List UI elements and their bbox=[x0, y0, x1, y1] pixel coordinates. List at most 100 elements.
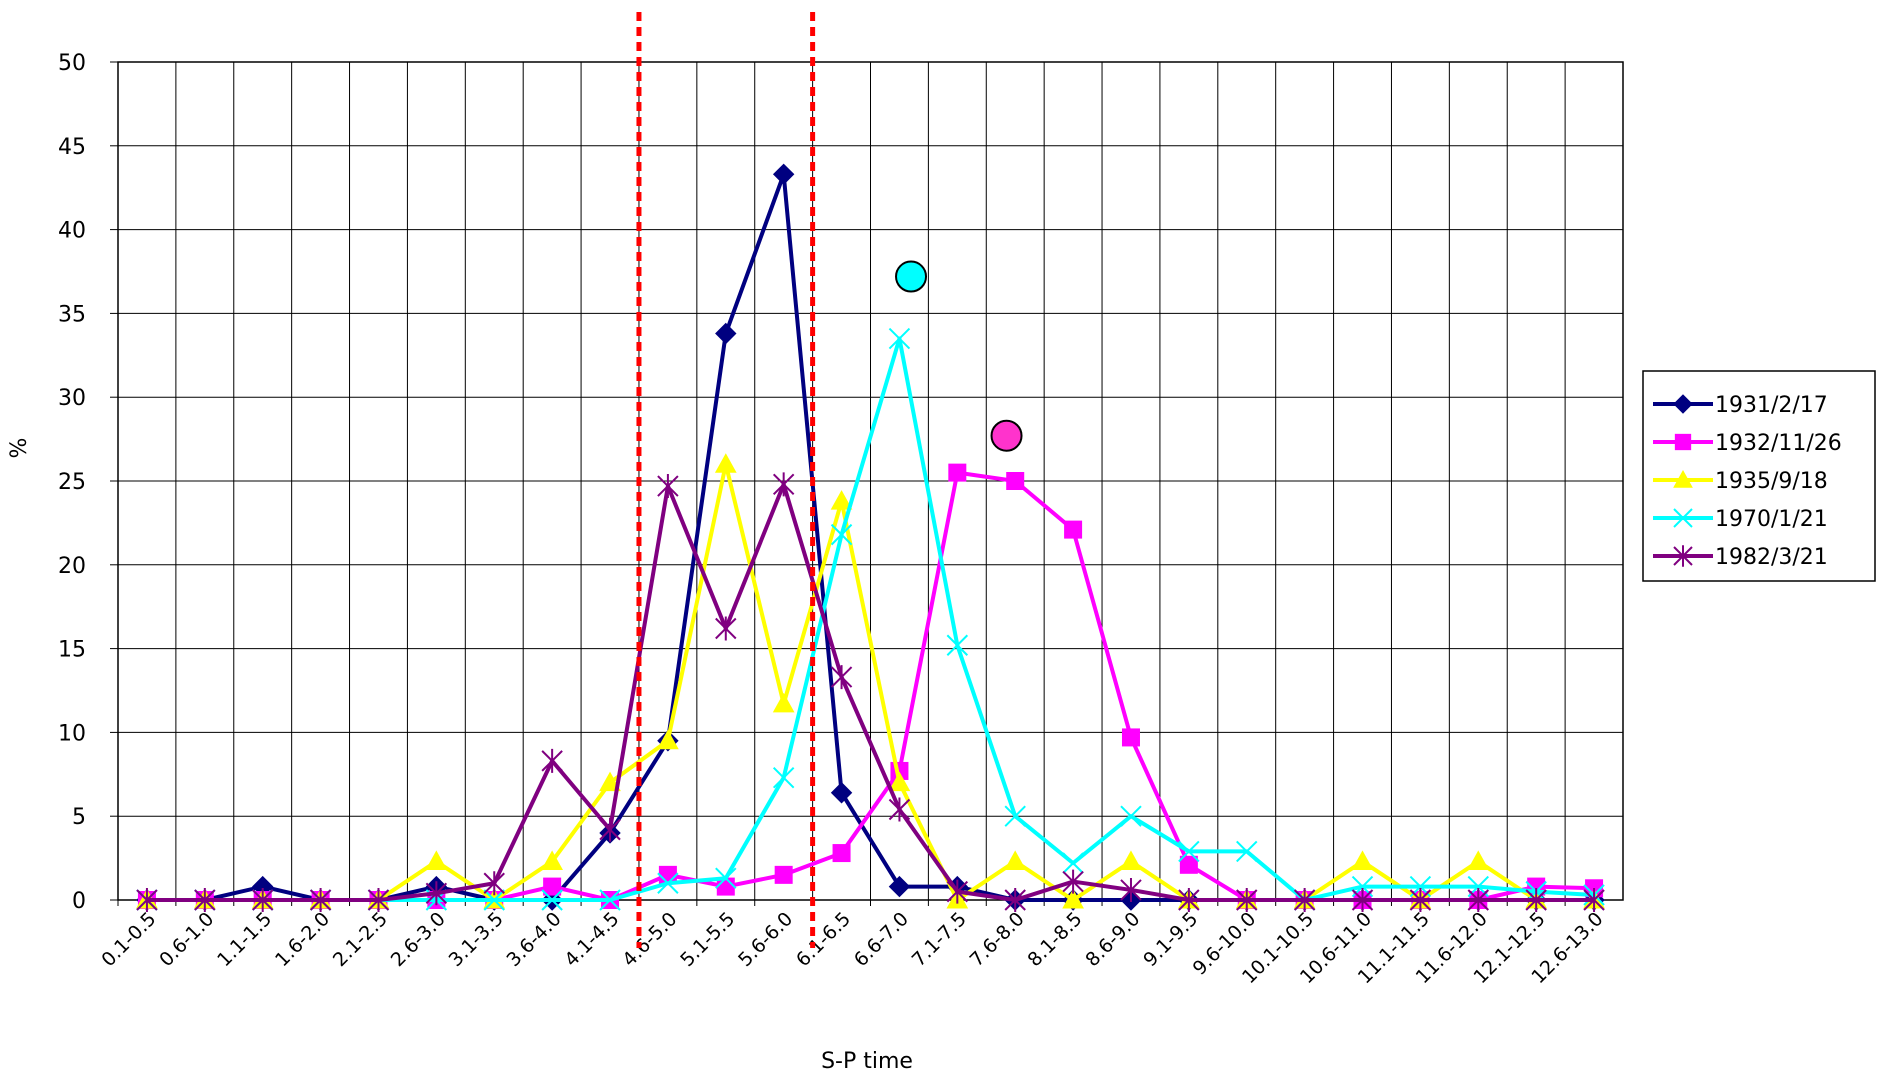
data-point bbox=[1409, 888, 1432, 912]
data-point bbox=[1120, 850, 1142, 870]
data-point bbox=[541, 850, 563, 870]
legend-label: 1935/9/18 bbox=[1715, 469, 1828, 494]
y-tick-label: 40 bbox=[58, 219, 86, 244]
data-point bbox=[946, 634, 969, 656]
x-axis-label: S-P time bbox=[821, 1049, 913, 1074]
series-lines bbox=[136, 163, 1605, 912]
x-tick-label: 4.1-4.5 bbox=[560, 908, 623, 971]
data-point bbox=[948, 463, 967, 482]
legend-item: 1931/2/17 bbox=[1653, 393, 1828, 418]
data-point bbox=[483, 871, 505, 896]
data-point bbox=[830, 665, 853, 690]
legend-label: 1932/11/26 bbox=[1715, 431, 1842, 456]
y-tick-label: 25 bbox=[58, 470, 86, 495]
data-point bbox=[599, 817, 621, 842]
data-point bbox=[1004, 888, 1026, 912]
data-point bbox=[1351, 888, 1374, 912]
data-point bbox=[888, 875, 911, 898]
series-5 bbox=[136, 472, 1605, 912]
data-point bbox=[194, 888, 216, 912]
data-point bbox=[425, 881, 448, 906]
data-point bbox=[830, 523, 853, 546]
x-tick-label: 5.1-5.5 bbox=[676, 908, 739, 971]
x-tick-label: 6.6-7.0 bbox=[850, 908, 913, 971]
data-point bbox=[1236, 840, 1258, 863]
x-tick-label: 5.6-6.0 bbox=[734, 908, 797, 971]
series-line bbox=[146, 482, 1595, 902]
legend-item: 1970/1/21 bbox=[1653, 507, 1828, 532]
series-3 bbox=[136, 453, 1605, 909]
data-point bbox=[543, 877, 562, 896]
data-point bbox=[483, 889, 505, 911]
x-tick-label: 2.6-3.0 bbox=[387, 908, 450, 971]
x-tick-label: 7.1-7.5 bbox=[908, 908, 971, 971]
data-point bbox=[888, 797, 911, 822]
legend-label: 1982/3/21 bbox=[1715, 545, 1828, 570]
legend-item: 1932/11/26 bbox=[1653, 431, 1842, 456]
data-point bbox=[946, 879, 969, 904]
data-point bbox=[599, 771, 621, 792]
data-point bbox=[832, 844, 851, 863]
data-point bbox=[830, 782, 853, 804]
grid bbox=[117, 61, 1624, 901]
y-tick-label: 45 bbox=[58, 135, 86, 160]
x-tick-label: 8.1-8.5 bbox=[1023, 908, 1086, 971]
data-point bbox=[1004, 805, 1026, 827]
data-point bbox=[830, 490, 853, 510]
x-tick-label: 8.6-9.0 bbox=[1081, 908, 1144, 971]
data-point bbox=[1062, 852, 1084, 874]
x-tick-label: 7.6-8.0 bbox=[966, 908, 1029, 971]
data-point bbox=[772, 766, 795, 789]
data-point bbox=[252, 888, 274, 912]
data-point bbox=[657, 872, 679, 894]
data-point bbox=[888, 327, 911, 350]
legend-swatch-marker bbox=[1673, 545, 1693, 567]
data-point bbox=[772, 472, 795, 497]
y-tick-label: 10 bbox=[58, 721, 86, 746]
x-axis-ticks: 0.1-0.50.6-1.01.1-1.51.6-2.02.1-2.52.6-3… bbox=[97, 900, 1608, 988]
y-axis-label: % bbox=[7, 438, 32, 459]
data-point bbox=[888, 771, 911, 792]
data-point bbox=[136, 888, 158, 912]
data-point bbox=[599, 889, 621, 911]
data-point bbox=[1120, 877, 1142, 902]
y-tick-label: 0 bbox=[72, 889, 86, 914]
data-point bbox=[1006, 472, 1025, 490]
data-point bbox=[1178, 888, 1200, 912]
data-point bbox=[309, 888, 332, 912]
x-tick-label: 3.6-4.0 bbox=[503, 908, 566, 971]
data-point bbox=[541, 889, 563, 911]
data-point bbox=[657, 729, 679, 750]
x-tick-label: 0.6-1.0 bbox=[155, 908, 218, 971]
data-point bbox=[1525, 888, 1547, 912]
y-tick-label: 5 bbox=[72, 805, 86, 830]
y-tick-label: 20 bbox=[58, 554, 86, 579]
data-point bbox=[541, 748, 563, 773]
data-point bbox=[772, 692, 795, 713]
data-point bbox=[1178, 840, 1200, 863]
data-point bbox=[425, 850, 448, 870]
annotations bbox=[636, 12, 1023, 948]
data-point bbox=[1064, 520, 1083, 539]
x-tick-label: 3.1-3.5 bbox=[445, 908, 508, 971]
x-tick-label: 1.1-1.5 bbox=[213, 908, 276, 971]
legend: 1931/2/17 1932/11/26 1935/9/18 1970/1/21 198… bbox=[1642, 370, 1876, 582]
data-point bbox=[715, 322, 737, 345]
data-point bbox=[715, 867, 737, 889]
data-point bbox=[657, 474, 679, 499]
data-point bbox=[367, 888, 390, 912]
data-point bbox=[772, 163, 795, 185]
y-tick-label: 15 bbox=[58, 638, 86, 663]
legend-label: 1970/1/21 bbox=[1715, 507, 1828, 532]
x-tick-label: 0.1-0.5 bbox=[97, 908, 160, 971]
data-point bbox=[715, 616, 737, 641]
legend-swatch-marker bbox=[1674, 433, 1692, 451]
data-point bbox=[1467, 888, 1489, 912]
data-point bbox=[1062, 869, 1084, 894]
data-point bbox=[1062, 888, 1084, 909]
circle-marker bbox=[990, 419, 1023, 452]
data-point bbox=[714, 453, 737, 473]
y-axis-ticks: 0 5 10 15 20 25 30 35 40 45 50 bbox=[58, 51, 118, 914]
circle-marker bbox=[895, 260, 928, 293]
